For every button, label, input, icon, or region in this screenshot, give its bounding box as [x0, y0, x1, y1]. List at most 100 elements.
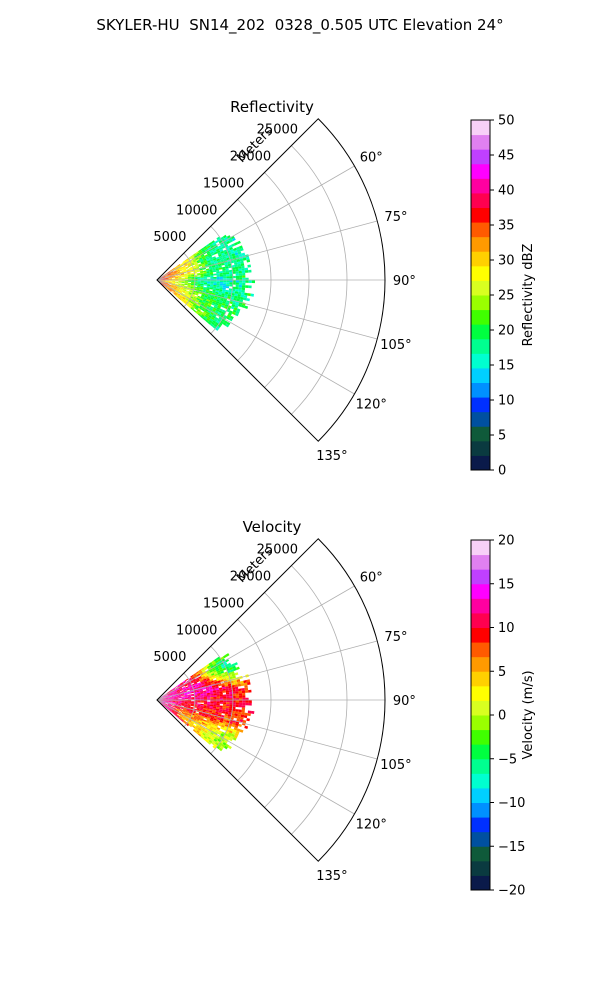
- colorbar-swatch: [471, 280, 490, 296]
- field-cell: [209, 300, 213, 303]
- field-cell: [228, 737, 233, 742]
- field-cell: [224, 715, 228, 719]
- field-cell: [196, 270, 200, 273]
- field-cell: [168, 282, 172, 284]
- colorbar-swatch: [471, 149, 490, 165]
- field-cell: [202, 289, 207, 292]
- field-cell: [184, 693, 188, 695]
- field-cell: [207, 730, 212, 734]
- field-cell: [206, 707, 210, 710]
- field-cell: [217, 252, 222, 255]
- field-cell: [178, 701, 182, 703]
- field-cell: [183, 720, 187, 724]
- field-cell: [170, 705, 174, 707]
- field-cell: [173, 691, 178, 694]
- field-cell: [203, 276, 208, 278]
- field-cell: [199, 269, 204, 272]
- colorbar-swatch: [471, 353, 490, 369]
- field-cell: [184, 282, 188, 284]
- field-cell: [166, 286, 170, 289]
- field-cell: [196, 297, 200, 301]
- field-cell: [206, 299, 210, 302]
- field-cell: [206, 705, 210, 708]
- field-cell: [194, 714, 198, 717]
- field-cell: [184, 704, 188, 706]
- field-cell: [240, 294, 245, 298]
- field-cell: [201, 683, 205, 686]
- azimuth-tick-label: 90°: [393, 274, 416, 289]
- field-cell: [216, 320, 220, 324]
- field-cell: [209, 318, 214, 322]
- field-cell: [162, 700, 166, 702]
- field-cell: [195, 311, 199, 315]
- field-cell: [185, 297, 190, 300]
- field-cell: [212, 708, 217, 711]
- field-cell: [228, 290, 232, 293]
- field-cell: [184, 299, 188, 303]
- field-cell: [196, 723, 201, 727]
- field-cell: [210, 695, 214, 698]
- field-cell: [181, 283, 185, 285]
- field-cell: [182, 717, 186, 720]
- field-cell: [209, 689, 213, 692]
- field-cell: [205, 721, 209, 725]
- field-cell: [214, 730, 219, 734]
- field-cell: [175, 278, 179, 279]
- field-cell: [187, 691, 191, 694]
- field-cell: [188, 281, 192, 282]
- field-cell: [194, 302, 198, 305]
- field-cell: [181, 700, 185, 702]
- field-cell: [168, 277, 172, 279]
- field-cell: [165, 281, 169, 283]
- field-cell: [213, 743, 218, 748]
- colorbar-swatch: [471, 120, 490, 136]
- field-cell: [162, 699, 166, 700]
- field-cell: [187, 684, 192, 687]
- field-cell: [201, 713, 206, 716]
- field-cell: [168, 700, 172, 701]
- field-cell: [187, 683, 191, 686]
- field-cell: [241, 707, 246, 711]
- field-cell: [232, 700, 236, 703]
- field-cell: [228, 317, 233, 322]
- field-cell: [227, 734, 231, 738]
- field-cell: [219, 276, 224, 279]
- field-cell: [178, 696, 182, 698]
- field-cell: [174, 285, 178, 287]
- field-cell: [219, 289, 223, 292]
- field-cell: [234, 252, 239, 256]
- field-cell: [171, 705, 175, 707]
- azimuth-spoke: [156, 640, 378, 701]
- field-cell: [206, 708, 210, 711]
- field-cell: [179, 716, 183, 719]
- field-cell: [246, 259, 251, 263]
- field-cell: [200, 285, 204, 287]
- field-cell: [175, 281, 179, 283]
- field-cell: [216, 705, 220, 708]
- field-cell: [200, 701, 204, 703]
- field-cell: [195, 306, 199, 310]
- field-cell: [198, 683, 202, 686]
- field-cell: [175, 276, 179, 278]
- field-cell: [184, 703, 188, 705]
- field-cell: [180, 682, 184, 686]
- field-cell: [180, 271, 184, 274]
- field-cell: [190, 273, 194, 276]
- field-cell: [220, 250, 225, 254]
- field-cell: [167, 704, 171, 706]
- colorbar-swatch: [471, 382, 490, 398]
- field-cell: [212, 709, 216, 712]
- field-cell: [231, 673, 236, 677]
- field-cell: [203, 281, 208, 283]
- field-cell: [176, 708, 180, 711]
- field-cell: [184, 274, 188, 277]
- colorbar-swatch: [471, 540, 490, 556]
- field-cell: [170, 285, 174, 287]
- field-cell: [224, 671, 228, 675]
- field-cell: [232, 693, 236, 696]
- field-cell: [173, 690, 177, 693]
- field-cell: [201, 682, 205, 685]
- field-cell: [199, 299, 203, 302]
- field-cell: [248, 702, 252, 706]
- field-cell: [225, 708, 229, 711]
